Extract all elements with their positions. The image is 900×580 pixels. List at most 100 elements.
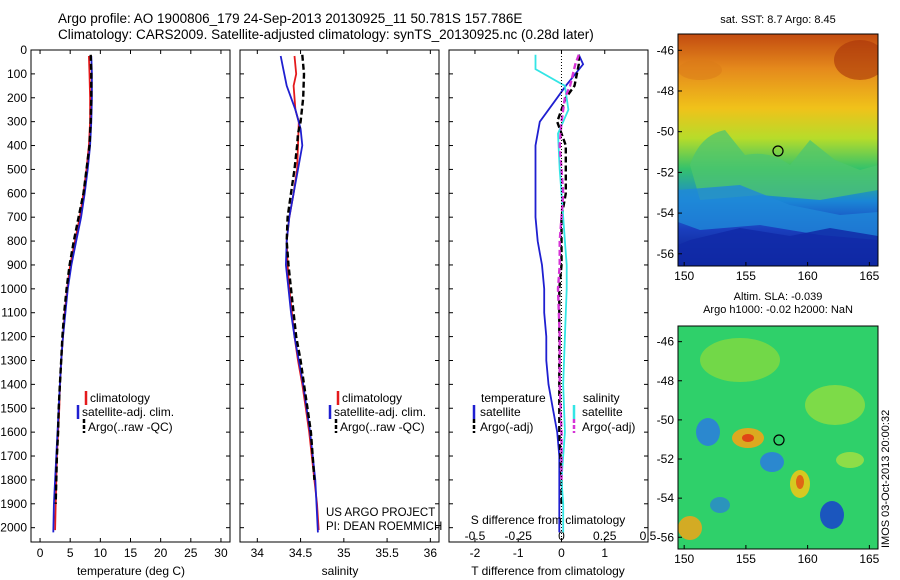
depth-tick-label: 1300 <box>0 353 27 367</box>
sst-map-y-tick-label: -46 <box>657 43 675 57</box>
sst-map-x-tick-label: 160 <box>798 269 818 283</box>
legend-s-satellite-label: satellite <box>582 405 623 419</box>
s-difference-tick-label: -0.5 <box>465 529 486 543</box>
legend-sal-climatology-label: climatology <box>342 391 402 405</box>
series-line-satellite-adj-clim- <box>52 55 93 533</box>
s-difference-tick-label: 0.25 <box>593 529 617 543</box>
sst-map-x-tick-label: 155 <box>736 269 756 283</box>
pi-label: PI: DEAN ROEMMICH <box>326 521 442 533</box>
legend-climatology-label: climatology <box>90 391 150 405</box>
series-line-argo-adj- <box>555 54 580 504</box>
x-tick-label: 0 <box>558 546 565 560</box>
salinity-panel-frame <box>239 49 440 543</box>
x-tick-label: 15 <box>124 546 138 560</box>
depth-tick-label: 2000 <box>0 521 27 535</box>
temperature-x-label: temperature (deg C) <box>77 564 185 578</box>
sst-map-title: sat. SST: 8.7 Argo: 8.45 <box>720 14 836 26</box>
depth-tick-label: 1600 <box>0 425 27 439</box>
sst-map-x-tick-label: 150 <box>674 269 694 283</box>
sla-map-title-line-1: Altim. SLA: -0.039 <box>733 291 823 303</box>
legend-t-satellite-label: satellite <box>480 405 521 419</box>
depth-tick-label: 900 <box>7 258 27 272</box>
sla-map-frame <box>677 325 879 550</box>
depth-tick-label: 600 <box>7 186 27 200</box>
sst-map-frame <box>677 33 879 267</box>
depth-tick-label: 1500 <box>0 401 27 415</box>
lines-layer <box>52 54 585 533</box>
sla-map-x-tick-label: 160 <box>798 552 818 566</box>
sst-map-y-tick-label: -52 <box>657 165 675 179</box>
depth-tick-label: 1900 <box>0 497 27 511</box>
legend-salinity-heading: salinity <box>583 391 620 405</box>
x-tick-label: 30 <box>214 546 228 560</box>
timestamp-stamp: IMOS 03-Oct-2013 20:00:32 <box>880 409 892 548</box>
series-line-climatology <box>54 55 91 531</box>
sst-map-y-tick-label: -48 <box>657 84 675 98</box>
x-tick-label: -2 <box>470 546 481 560</box>
depth-tick-label: 800 <box>7 234 27 248</box>
depth-tick-label: 300 <box>7 115 27 129</box>
x-tick-label: 34 <box>251 546 265 560</box>
sst-map-y-tick-label: -54 <box>657 206 675 220</box>
axes-layer: 0100200300400500600700800900100011001200… <box>0 43 656 560</box>
depth-tick-label: 100 <box>7 67 27 81</box>
legend-sal-argo-label: Argo(..raw -QC) <box>340 420 425 434</box>
sla-map-y-tick-label: -54 <box>657 491 675 505</box>
series-line-argo-raw-qc- <box>54 54 93 504</box>
depth-tick-label: 0 <box>20 43 27 57</box>
legend-argo-label: Argo(..raw -QC) <box>88 420 173 434</box>
sla-map-y-tick-label: -48 <box>657 374 675 388</box>
project-label: US ARGO PROJECT <box>326 507 435 519</box>
depth-tick-label: 1700 <box>0 449 27 463</box>
sla-map-title-line-2: Argo h1000: -0.02 h2000: NaN <box>703 304 853 316</box>
figure-title-line-1: Argo profile: AO 1900806_179 24-Sep-2013… <box>58 11 523 26</box>
depth-tick-label: 200 <box>7 91 27 105</box>
depth-tick-label: 400 <box>7 139 27 153</box>
x-tick-label: 36 <box>424 546 438 560</box>
sst-map-y-tick-label: -50 <box>657 125 675 139</box>
series-line-argo-raw-qc- <box>285 54 316 480</box>
x-tick-label: 10 <box>94 546 108 560</box>
difference-panel-frame <box>448 49 649 543</box>
legend-satellite-label: satellite-adj. clim. <box>82 405 174 419</box>
legend-sal-satellite-label: satellite-adj. clim. <box>334 405 426 419</box>
sla-map-image <box>678 326 878 549</box>
sst-map-x-tick-label: 165 <box>859 269 879 283</box>
legend-temperature-heading: temperature <box>481 391 546 405</box>
sla-map-x-tick-label: 150 <box>674 552 694 566</box>
t-difference-x-label: T difference from climatology <box>471 564 625 578</box>
sla-map-y-tick-label: -46 <box>657 335 675 349</box>
depth-tick-label: 1200 <box>0 330 27 344</box>
x-tick-label: 5 <box>67 546 74 560</box>
salinity-x-label: salinity <box>322 564 359 578</box>
x-tick-label: 20 <box>154 546 168 560</box>
x-tick-label: -1 <box>513 546 524 560</box>
series-line-satellite <box>534 54 585 533</box>
legend-s-argo-label: Argo(-adj) <box>582 420 635 434</box>
depth-tick-label: 1400 <box>0 377 27 391</box>
sla-map-y-tick-label: -52 <box>657 452 675 466</box>
depth-tick-label: 1800 <box>0 473 27 487</box>
figure-title-line-2: Climatology: CARS2009. Satellite-adjuste… <box>58 27 594 42</box>
sla-map-x-tick-label: 165 <box>859 552 879 566</box>
depth-tick-label: 1000 <box>0 282 27 296</box>
depth-tick-label: 700 <box>7 210 27 224</box>
x-tick-label: 35.5 <box>375 546 399 560</box>
temperature-panel-frame <box>30 49 231 543</box>
depth-tick-label: 500 <box>7 162 27 176</box>
x-tick-label: 35 <box>337 546 351 560</box>
x-tick-label: 1 <box>601 546 608 560</box>
sst-map-y-tick-label: -56 <box>657 247 675 261</box>
legend-t-argo-label: Argo(-adj) <box>480 420 533 434</box>
depth-tick-label: 1100 <box>1 306 27 320</box>
sla-map-y-tick-label: -50 <box>657 413 675 427</box>
sla-map-x-tick-label: 155 <box>736 552 756 566</box>
s-difference-tick-label: 0.5 <box>640 529 657 543</box>
sla-argo-location-marker <box>773 434 785 446</box>
sst-map-image <box>678 34 878 266</box>
sla-map-y-tick-label: -56 <box>657 530 675 544</box>
s-difference-tick-label: -0.25 <box>505 529 533 543</box>
x-tick-label: 25 <box>184 546 198 560</box>
x-tick-label: 0 <box>37 546 44 560</box>
